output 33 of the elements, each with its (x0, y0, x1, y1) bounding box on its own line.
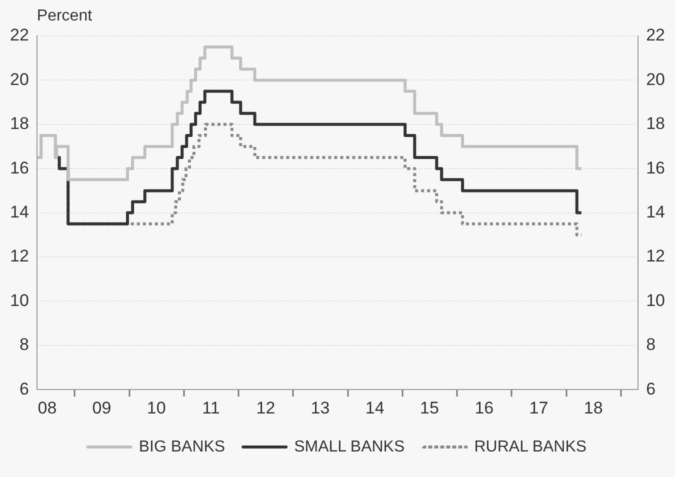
y-tick-label: 22 (10, 26, 29, 45)
y-tick-label: 14 (10, 202, 29, 222)
y2-tick-label: 20 (646, 70, 666, 89)
x-tick-label: 17 (529, 398, 548, 418)
x-tick-label: 15 (420, 398, 439, 418)
x-tick-label: 09 (92, 398, 112, 418)
y2-tick-label: 16 (646, 158, 666, 178)
x-tick-label: 16 (474, 398, 494, 418)
legend-label: RURAL BANKS (474, 438, 587, 456)
x-tick-label: 12 (256, 398, 276, 418)
y-tick-label: 12 (10, 246, 29, 266)
x-tick-label: 13 (310, 398, 330, 418)
y2-tick-label: 22 (646, 26, 666, 45)
y-tick-label: 8 (19, 335, 29, 354)
legend-label: BIG BANKS (138, 438, 226, 456)
legend-label: SMALL BANKS (294, 438, 405, 456)
y-tick-label: 16 (10, 158, 29, 178)
y2-tick-label: 8 (646, 335, 656, 354)
x-tick-label: 10 (146, 398, 166, 418)
x-tick-label: 14 (365, 398, 384, 418)
y2-tick-label: 18 (646, 114, 666, 134)
y2-tick-label: 14 (646, 202, 666, 222)
x-tick-label: 18 (584, 398, 603, 418)
y-tick-label: 10 (10, 290, 29, 310)
x-tick-label: 11 (202, 398, 220, 418)
y2-tick-label: 6 (646, 379, 656, 398)
y2-tick-label: 12 (646, 246, 666, 266)
y-tick-label: 6 (19, 379, 29, 398)
x-tick-label: 08 (38, 398, 57, 418)
y-tick-label: 20 (10, 70, 29, 89)
y-axis-title: Percent (36, 7, 93, 24)
y-tick-label: 18 (10, 114, 29, 134)
y2-tick-label: 10 (646, 290, 666, 310)
